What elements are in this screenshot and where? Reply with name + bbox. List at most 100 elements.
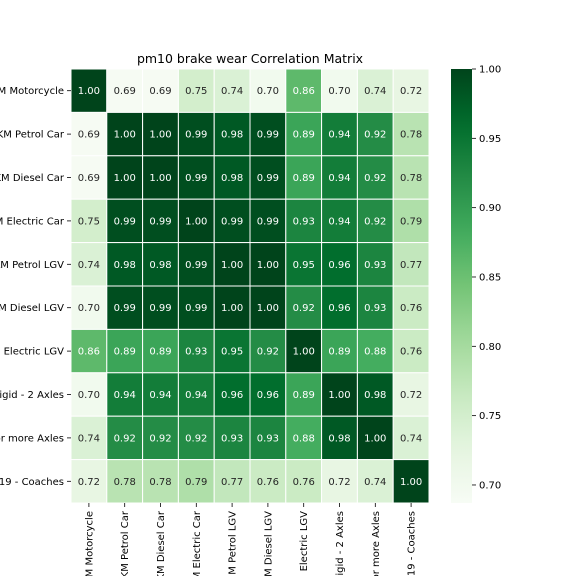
colorbar-tick-label: 0.75: [479, 411, 501, 422]
heatmap-cell: [213, 285, 251, 330]
cell-value-label: 0.74: [364, 86, 386, 97]
cell-value-label: 0.94: [328, 173, 350, 184]
heatmap-cell: [213, 372, 251, 417]
cell-value-label: 0.88: [364, 347, 386, 358]
cell-value-label: 0.72: [400, 390, 422, 401]
column-label: M Petrol LGV: [228, 511, 239, 575]
cell-value-label: 0.92: [114, 433, 136, 444]
row-label: M Electric Car: [0, 216, 65, 227]
heatmap-cell: [392, 459, 430, 504]
row-label: M Diesel LGV: [0, 303, 64, 314]
cell-value-label: 0.72: [78, 477, 100, 488]
colorbar: 0.70 0.75 0.80 0.85 0.90 0.95 1.00: [451, 65, 501, 503]
heatmap-cell: [249, 459, 287, 504]
heatmap-cell: [213, 415, 251, 461]
row-labels: KM Motorcycle KM Petrol Car KM Diesel Car M…: [0, 86, 71, 488]
cell-value-label: 0.79: [400, 216, 422, 227]
row-label: or more Axles: [0, 433, 64, 444]
heatmap-cell: [356, 459, 394, 504]
cell-value-label: 0.98: [221, 173, 243, 184]
cell-value-label: 0.99: [257, 216, 279, 227]
cell-value-label: 0.76: [400, 347, 422, 358]
cell-value-label: 0.99: [185, 260, 207, 271]
cell-value-label: 0.99: [149, 303, 171, 314]
cell-value-label: 0.76: [293, 477, 315, 488]
cell-value-label: 0.94: [114, 390, 136, 401]
cell-value-label: 0.74: [400, 433, 422, 444]
cell-value-label: 0.96: [328, 260, 350, 271]
heatmap-cell: [356, 328, 394, 374]
cell-value-label: 0.93: [221, 433, 243, 444]
column-label: or more Axles: [371, 511, 382, 576]
row-label: igid - 2 Axles: [0, 390, 64, 401]
cell-value-label: 0.89: [114, 347, 136, 358]
cell-value-label: 0.78: [400, 130, 422, 141]
cell-value-label: 0.92: [364, 130, 386, 141]
column-labels: KM Motorcycle KM Petrol Car KM Diesel Car M…: [84, 503, 418, 576]
cell-value-label: 1.00: [293, 347, 315, 358]
cell-value-label: 1.00: [221, 260, 243, 271]
cell-value-label: 0.75: [78, 216, 100, 227]
heatmap-cell: [106, 242, 144, 287]
column-label: KM Petrol Car: [120, 510, 131, 576]
heatmap-cell: [392, 111, 430, 157]
cell-value-label: 1.00: [185, 216, 207, 227]
heatmap-cell: [142, 155, 179, 200]
heatmap-cell: [285, 459, 323, 504]
colorbar-gradient: [451, 69, 472, 503]
cell-value-label: 0.98: [328, 433, 350, 444]
colorbar-tick-label: 0.70: [479, 480, 501, 491]
heatmap-cell: [321, 372, 358, 417]
cell-value-label: 0.92: [149, 433, 171, 444]
colorbar-tick-label: 0.80: [479, 342, 501, 353]
heatmap-cell: [142, 372, 179, 417]
cell-value-label: 1.00: [257, 303, 279, 314]
heatmap-cell: [106, 415, 144, 461]
column-label: Electric LGV: [299, 511, 310, 572]
cell-value-label: 0.70: [78, 303, 100, 314]
cell-value-label: 0.95: [221, 347, 243, 358]
column-label: igid - 2 Axles: [335, 511, 346, 576]
cell-value-label: 0.86: [78, 347, 100, 358]
heatmap-cell: [321, 415, 358, 461]
cell-value-label: 0.93: [364, 303, 386, 314]
cell-value-label: 0.74: [78, 433, 100, 444]
cell-value-label: 0.72: [328, 477, 350, 488]
cell-value-label: 0.93: [293, 216, 315, 227]
heatmap-cell: [321, 328, 358, 374]
heatmap-cell: [356, 415, 394, 461]
cell-value-label: 0.79: [185, 477, 207, 488]
heatmap-cell: [249, 242, 287, 287]
cell-value-label: 0.89: [293, 130, 315, 141]
heatmap-cell: [249, 285, 287, 330]
heatmap-cell: [392, 328, 430, 374]
heatmap-cell: [392, 242, 430, 287]
column-label: M Diesel LGV: [263, 511, 274, 576]
cell-value-label: 0.88: [293, 433, 315, 444]
colorbar-tick-label: 0.85: [479, 272, 501, 283]
heatmap-cell: [392, 68, 430, 113]
cell-value-label: 0.69: [149, 86, 171, 97]
heatmap-cell: [70, 328, 108, 374]
heatmap-cell: [321, 242, 358, 287]
heatmap-cell: [321, 155, 358, 200]
cell-value-label: 0.98: [114, 260, 136, 271]
cell-value-label: 0.99: [185, 303, 207, 314]
heatmap-cell: [392, 372, 430, 417]
heatmap-cell: [285, 111, 323, 157]
heatmap-cell: [249, 111, 287, 157]
cell-value-label: 0.78: [114, 477, 136, 488]
heatmap-cell: [177, 372, 215, 417]
cell-value-label: 0.98: [364, 390, 386, 401]
cell-value-label: 0.78: [149, 477, 171, 488]
heatmap-cell: [392, 155, 430, 200]
cell-value-label: 0.92: [364, 216, 386, 227]
cell-value-label: 1.00: [114, 130, 136, 141]
heatmap-cell: [213, 459, 251, 504]
cell-value-label: 0.86: [293, 86, 315, 97]
cell-value-label: 1.00: [114, 173, 136, 184]
heatmap-cell: [285, 155, 323, 200]
heatmap-cells: [70, 68, 430, 504]
cell-value-label: 1.00: [257, 260, 279, 271]
